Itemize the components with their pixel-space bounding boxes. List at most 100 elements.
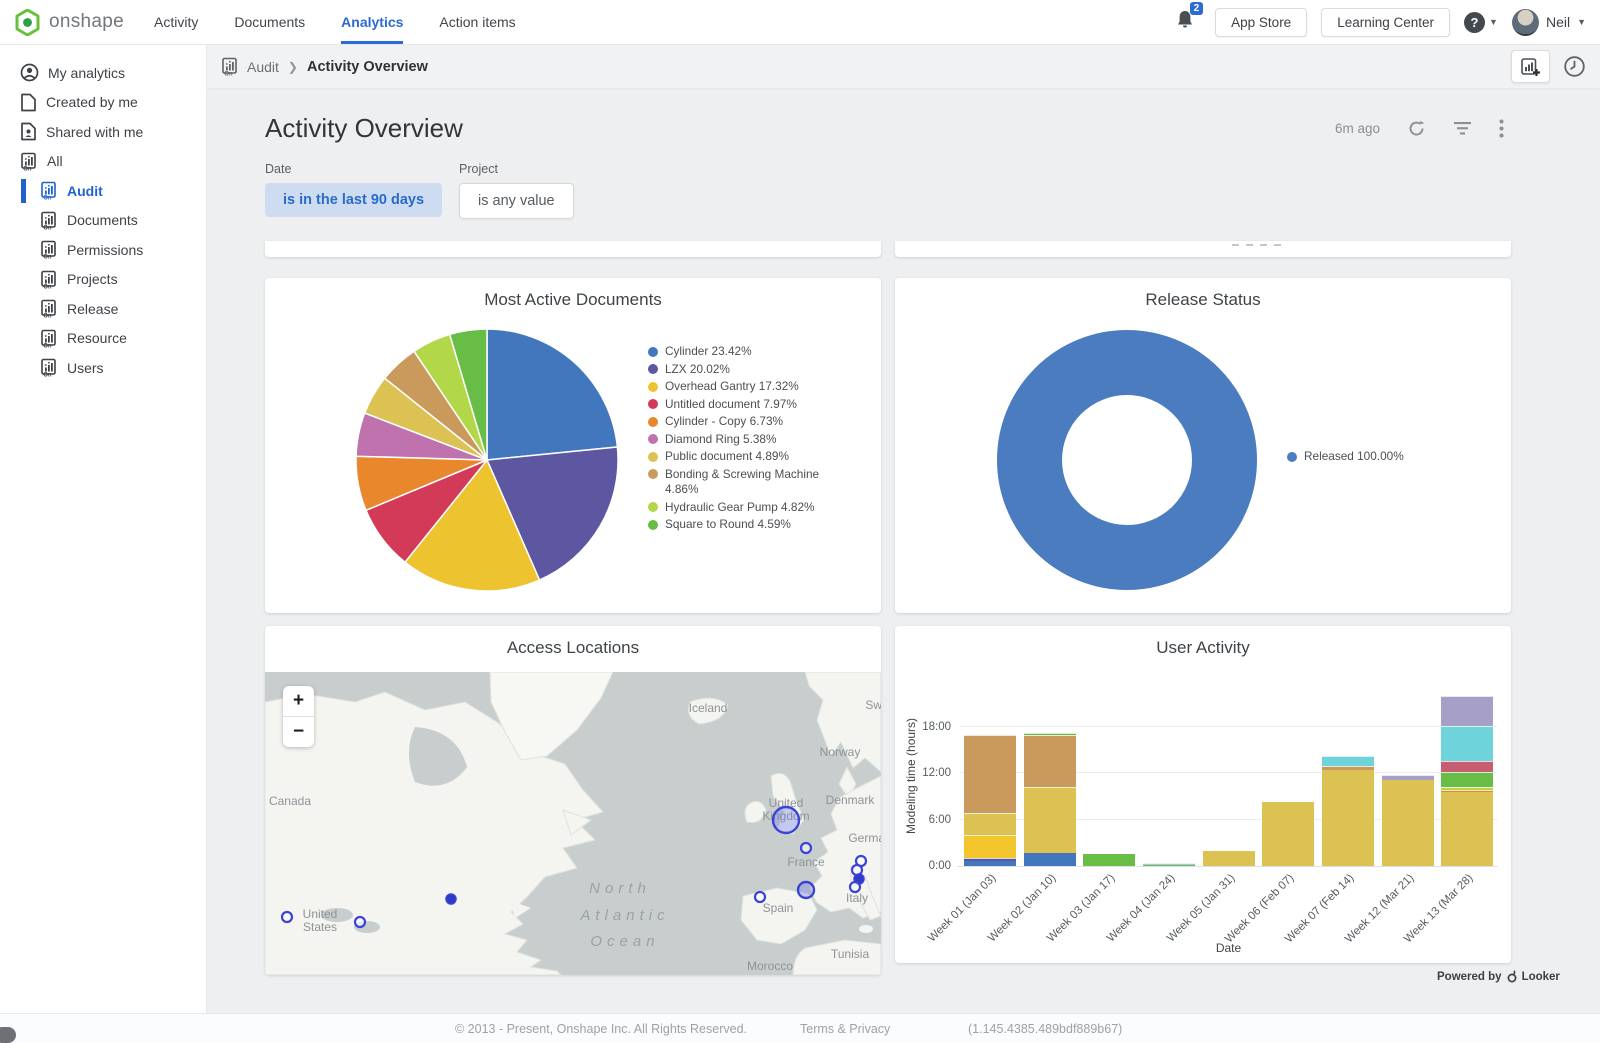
- sidebar-item-all[interactable]: OnAll: [0, 147, 206, 177]
- sidebar-item-documents[interactable]: OnDocuments: [0, 206, 206, 236]
- person-icon: [20, 63, 39, 82]
- donut-chart[interactable]: [987, 320, 1267, 600]
- add-report-button[interactable]: [1511, 50, 1550, 83]
- sidebar-item-projects[interactable]: OnProjects: [0, 265, 206, 295]
- bar-segment-green: [1083, 854, 1135, 866]
- avatar: [1512, 9, 1539, 36]
- looker-text: Looker: [1522, 971, 1560, 983]
- sidebar-item-resource[interactable]: On Resource: [0, 324, 206, 354]
- sidebar-item-audit[interactable]: OnAudit: [0, 176, 206, 206]
- nav-item-action-items[interactable]: Action items: [439, 0, 515, 44]
- map-marker-9[interactable]: [355, 917, 365, 927]
- sidebar-item-users[interactable]: OnUsers: [0, 353, 206, 383]
- bar-week-05-jan-31[interactable]: [1203, 851, 1255, 866]
- bar-week-01-jan-03[interactable]: [964, 735, 1016, 866]
- map-marker-1[interactable]: [801, 843, 811, 853]
- map-marker-7[interactable]: [755, 892, 765, 902]
- learning-center-button[interactable]: Learning Center: [1321, 8, 1450, 37]
- pie-legend-label: Overhead Gantry 17.32%: [665, 379, 799, 395]
- bar-chart-plot[interactable]: [960, 686, 1497, 866]
- breadcrumb-parent[interactable]: Audit: [247, 59, 279, 75]
- legend-item-cylinder-copy: Cylinder - Copy 6.73%: [648, 414, 868, 430]
- bar-week-07-feb-14[interactable]: [1322, 756, 1374, 866]
- map-label-north: North: [589, 880, 651, 897]
- legend-item-diamond-ring: Diamond Ring 5.38%: [648, 432, 868, 448]
- help-icon: ?: [1464, 12, 1485, 33]
- card-user-activity: User Activity Modeling time (hours) 0:00…: [895, 626, 1511, 963]
- breadcrumb-bar: On Audit ❯ Activity Overview: [207, 45, 1600, 88]
- horizontal-scrollbar-thumb[interactable]: [0, 1027, 16, 1043]
- user-menu[interactable]: Neil ▼: [1512, 9, 1586, 36]
- card-release-status: Release Status Released 100.00%: [895, 278, 1511, 613]
- map-label-norway: Norway: [820, 745, 861, 759]
- version-text: (1.145.4385.489bdf889b67): [968, 1022, 1122, 1036]
- map-marker-10[interactable]: [446, 894, 456, 904]
- map-label-france: France: [787, 855, 825, 869]
- sidebar-item-permissions[interactable]: OnPermissions: [0, 235, 206, 265]
- pie-slice-cylinder[interactable]: [487, 329, 617, 460]
- sidebar-item-label: Documents: [67, 212, 138, 228]
- map-label-germany: Germany: [848, 831, 881, 845]
- legend-item-cylinder: Cylinder 23.42%: [648, 344, 868, 360]
- donut-ring-released[interactable]: [1030, 363, 1225, 558]
- nav-item-documents[interactable]: Documents: [234, 0, 305, 44]
- powered-by-text: Powered by: [1437, 971, 1502, 983]
- pie-legend-dot: [648, 399, 658, 409]
- bar-segment-rose: [1441, 761, 1493, 772]
- bar-segment-muted_yellow: [964, 813, 1016, 835]
- map-marker-6[interactable]: [798, 882, 814, 898]
- notifications-button[interactable]: 2: [1175, 9, 1195, 35]
- terms-privacy-link[interactable]: Terms & Privacy: [800, 1022, 890, 1036]
- bar-segment-cyan: [1441, 726, 1493, 761]
- bar-week-12-mar-21[interactable]: [1382, 775, 1434, 866]
- sidebar-item-created-by-me[interactable]: Created by me: [0, 88, 206, 118]
- content-area: On Audit ❯ Activity Overview: [207, 45, 1600, 1013]
- date-filter-value[interactable]: is in the last 90 days: [265, 183, 442, 217]
- filter-icon[interactable]: [1453, 121, 1472, 136]
- nav-item-activity[interactable]: Activity: [154, 0, 198, 44]
- sidebar-item-label: Permissions: [67, 242, 143, 258]
- project-filter-value[interactable]: is any value: [459, 183, 574, 219]
- kebab-menu-icon[interactable]: [1499, 119, 1504, 138]
- map-marker-5[interactable]: [850, 882, 860, 892]
- add-report-icon: [1520, 57, 1541, 77]
- pie-legend-label: LZX 20.02%: [665, 362, 730, 378]
- bar-week-02-jan-10[interactable]: [1024, 733, 1076, 866]
- nav-item-analytics[interactable]: Analytics: [341, 0, 403, 44]
- pie-legend-dot: [648, 469, 658, 479]
- sidebar-item-my-analytics[interactable]: My analytics: [0, 58, 206, 88]
- y-tick-12-00: 12:00: [907, 767, 951, 779]
- refresh-icon[interactable]: [1407, 119, 1426, 138]
- app-store-button[interactable]: App Store: [1215, 8, 1307, 37]
- sidebar-item-shared-with-me[interactable]: Shared with me: [0, 117, 206, 147]
- pie-legend-dot: [648, 364, 658, 374]
- document-icon: [20, 93, 37, 112]
- world-map[interactable]: CanadaUnitedStatesIcelandSweNorwayDenmar…: [265, 672, 881, 975]
- bar-week-06-feb-07[interactable]: [1262, 802, 1314, 866]
- pie-legend-label: Hydraulic Gear Pump 4.82%: [665, 500, 815, 516]
- onshape-logo[interactable]: onshape: [14, 0, 124, 44]
- sidebar-item-label: Resource: [67, 330, 127, 346]
- sidebar-item-label: My analytics: [48, 65, 125, 81]
- map-zoom-control: + −: [283, 686, 314, 747]
- zoom-out-button[interactable]: −: [283, 717, 314, 747]
- powered-by-looker: Powered by Looker: [1437, 970, 1560, 983]
- bar-week-13-mar-28[interactable]: [1441, 696, 1493, 866]
- pie-chart[interactable]: [347, 320, 627, 600]
- bar-segment-tan: [1024, 735, 1076, 787]
- map-marker-8[interactable]: [282, 912, 292, 922]
- sidebar-item-release[interactable]: OnRelease: [0, 294, 206, 324]
- map-label-italy: Italy: [846, 891, 868, 905]
- history-icon[interactable]: [1563, 55, 1586, 78]
- help-menu[interactable]: ? ▼: [1464, 12, 1498, 33]
- bar-week-03-jan-17[interactable]: [1083, 854, 1135, 866]
- bar-segment-muted_yellow: [1262, 802, 1314, 866]
- svg-text:On: On: [43, 343, 52, 347]
- x-axis-line: [957, 866, 1498, 867]
- map-marker-0[interactable]: [773, 807, 799, 833]
- map-label-atlantic: Atlantic: [579, 907, 669, 924]
- pie-legend-label: Square to Round 4.59%: [665, 517, 791, 533]
- legend-item-bonding-screwing-machine: Bonding & Screwing Machine 4.86%: [648, 467, 868, 498]
- map-canvas: CanadaUnitedStatesIcelandSweNorwayDenmar…: [265, 672, 881, 975]
- zoom-in-button[interactable]: +: [283, 686, 314, 716]
